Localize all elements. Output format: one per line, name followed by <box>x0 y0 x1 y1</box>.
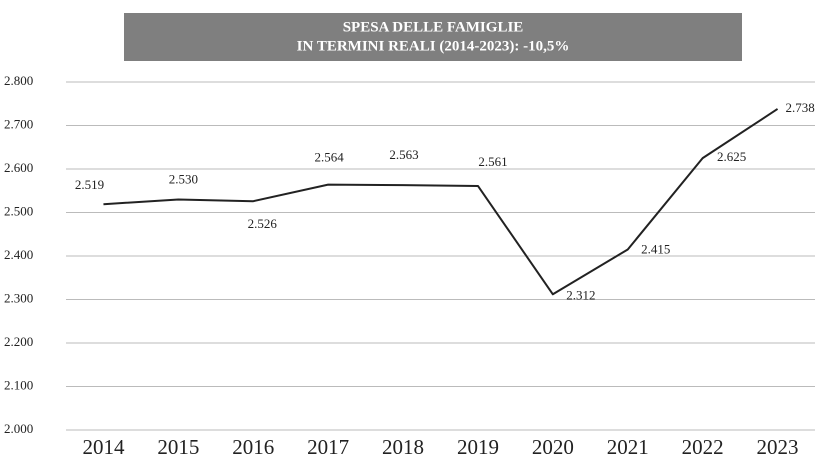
y-tick-label: 2.500 <box>4 203 33 218</box>
data-label: 2.738 <box>786 100 815 115</box>
data-label: 2.625 <box>717 149 746 164</box>
y-tick-label: 2.300 <box>4 290 33 305</box>
x-tick-label: 2018 <box>382 435 424 459</box>
data-label: 2.519 <box>75 177 104 192</box>
data-label: 2.415 <box>641 241 670 256</box>
y-tick-label: 2.600 <box>4 160 33 175</box>
data-label: 2.561 <box>478 154 507 169</box>
x-tick-label: 2016 <box>232 435 274 459</box>
y-tick-label: 2.700 <box>4 116 33 131</box>
x-tick-label: 2021 <box>607 435 649 459</box>
x-tick-label: 2019 <box>457 435 499 459</box>
data-label: 2.564 <box>315 150 345 165</box>
data-line <box>103 108 779 296</box>
x-tick-label: 2015 <box>157 435 199 459</box>
y-tick-label: 2.000 <box>4 421 33 436</box>
y-tick-label: 2.200 <box>4 334 33 349</box>
data-label: 2.563 <box>389 147 418 162</box>
x-tick-label: 2020 <box>532 435 574 459</box>
x-tick-label: 2023 <box>757 435 799 459</box>
x-tick-label: 2014 <box>82 435 125 459</box>
data-label: 2.312 <box>566 287 595 302</box>
y-tick-label: 2.100 <box>4 377 33 392</box>
y-tick-label: 2.400 <box>4 247 33 262</box>
x-tick-label: 2022 <box>682 435 724 459</box>
x-tick-label: 2017 <box>307 435 349 459</box>
title-box <box>124 13 742 61</box>
y-tick-label: 2.800 <box>4 73 33 88</box>
data-label: 2.530 <box>169 171 198 186</box>
data-label: 2.526 <box>248 216 278 231</box>
chart-title: IN TERMINI REALI (2014-2023): -10,5% <box>297 38 570 54</box>
chart-title: SPESA DELLE FAMIGLIE <box>343 19 524 35</box>
